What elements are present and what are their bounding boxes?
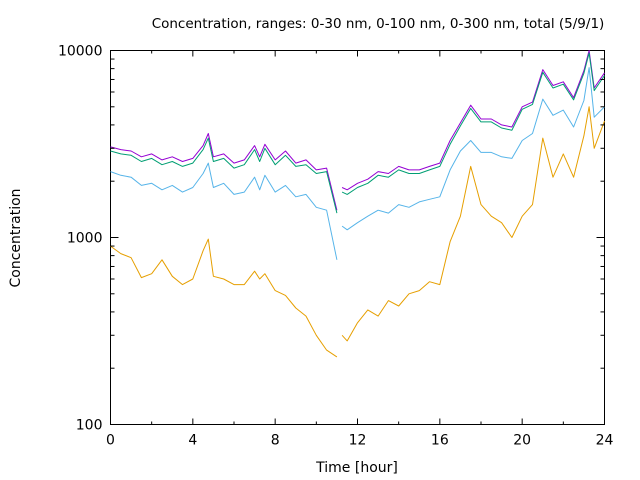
plot-frame — [110, 50, 605, 425]
x-tick-label: 12 — [349, 433, 367, 449]
x-tick-label: 16 — [431, 433, 449, 449]
x-tick-label: 4 — [188, 433, 197, 449]
y-axis-label: Concentration — [8, 188, 24, 287]
series-line-2 — [110, 52, 605, 214]
series-line-1 — [110, 50, 605, 211]
tick-layer: 0 4 8 12 16 20 24 100 1000 10000 — [58, 44, 614, 449]
y-tick-label: 10000 — [58, 44, 103, 60]
x-tick-label: 24 — [596, 433, 614, 449]
y-tick-label: 100 — [76, 418, 103, 434]
x-tick-label: 8 — [271, 433, 280, 449]
series-line-4 — [110, 106, 605, 358]
x-tick-label: 0 — [106, 433, 115, 449]
x-tick-label: 20 — [513, 433, 531, 449]
x-axis-label: Time [hour] — [315, 460, 398, 476]
series-line-3 — [110, 67, 605, 260]
y-tick-label: 1000 — [67, 231, 103, 247]
series-layer — [110, 50, 605, 358]
chart-title: Concentration, ranges: 0-30 nm, 0-100 nm… — [152, 16, 605, 32]
